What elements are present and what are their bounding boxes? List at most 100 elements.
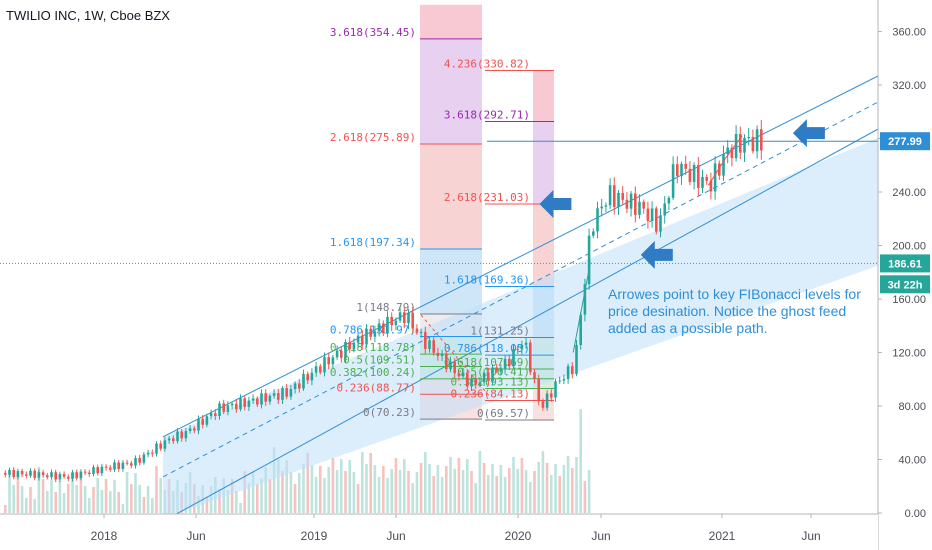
- candle-body: [466, 372, 469, 387]
- volume-bar: [96, 478, 99, 513]
- candle-body: [692, 164, 696, 182]
- candle-body: [235, 403, 238, 410]
- fib2-zone-top: [533, 70, 554, 122]
- volume-bar: [352, 472, 356, 513]
- volume-bar: [16, 474, 20, 513]
- candle-body: [331, 357, 335, 365]
- candle-body: [566, 366, 570, 380]
- arrow-shape: [640, 240, 673, 269]
- candle-body: [285, 388, 288, 397]
- fib1-level-label: 2.618(275.89): [330, 131, 416, 144]
- volume-bar: [235, 491, 238, 513]
- candle-body: [629, 193, 633, 209]
- candle-body: [277, 393, 280, 400]
- x-tick-label: 2019: [301, 529, 328, 543]
- candle-body: [33, 470, 36, 478]
- volume-bar: [293, 484, 297, 513]
- fib2-level-label: 1.618(169.36): [444, 273, 530, 286]
- candle-body: [226, 405, 230, 412]
- volume-bar: [92, 487, 95, 513]
- candle-body: [230, 403, 234, 406]
- candle-body: [755, 129, 759, 152]
- volume-bar: [516, 469, 519, 513]
- y-tick-label: 40.00: [898, 455, 926, 467]
- candle-body: [377, 323, 381, 332]
- candle-body: [92, 467, 95, 474]
- candle-body: [197, 418, 200, 431]
- candle-body: [382, 323, 385, 334]
- candle-body: [407, 312, 410, 324]
- candle-body: [730, 147, 734, 159]
- candle-body: [394, 320, 398, 326]
- candle-body: [218, 403, 221, 417]
- candle-body: [478, 382, 482, 385]
- volume-bar: [541, 451, 545, 513]
- candle-body: [646, 208, 650, 221]
- volume-bar: [155, 466, 158, 513]
- candle-body: [705, 176, 708, 181]
- y-tick-label: 120.00: [892, 348, 926, 360]
- candle-body: [587, 235, 591, 285]
- channel-lower-line: [162, 127, 881, 522]
- candle-body: [75, 472, 78, 479]
- volume-bar: [100, 490, 104, 513]
- volume-bar: [109, 491, 112, 513]
- candle-body: [600, 206, 603, 209]
- volume-bar: [562, 465, 566, 513]
- candle-body: [495, 367, 498, 372]
- volume-bar: [520, 458, 524, 513]
- candle-body: [356, 335, 360, 343]
- arrow-dotted-level: [640, 240, 673, 269]
- candle-body: [390, 316, 393, 326]
- fib2-level-label: 0.786(118.05): [444, 342, 530, 355]
- candle-body: [96, 467, 99, 474]
- fib2-level-label: 0(69.57): [477, 407, 530, 420]
- candle-body: [268, 395, 272, 402]
- candle-body: [71, 472, 74, 479]
- volume-bar: [558, 476, 561, 513]
- volume-bar: [415, 472, 419, 513]
- candle-body: [172, 438, 175, 442]
- volume-bar: [37, 467, 41, 513]
- candle-body: [41, 472, 45, 476]
- volume-bar: [230, 479, 234, 513]
- candle-body: [247, 400, 251, 407]
- candle-body: [604, 205, 608, 207]
- volume-bar: [67, 484, 70, 513]
- candle-body: [453, 361, 456, 374]
- candle-body: [613, 185, 616, 207]
- volume-bar: [482, 463, 486, 513]
- candle-body: [335, 350, 339, 358]
- candle-body: [188, 428, 192, 432]
- volume-bar: [54, 492, 57, 513]
- candle-body: [201, 418, 204, 425]
- candle-body: [529, 342, 532, 373]
- candle-body: [293, 383, 297, 390]
- volume-bar: [12, 485, 15, 513]
- volume-bar: [348, 460, 351, 513]
- volume-bar: [121, 504, 125, 513]
- candle-body: [592, 231, 595, 236]
- candle-body: [709, 180, 713, 192]
- volume-bar: [75, 485, 78, 513]
- candle-body: [205, 416, 209, 425]
- time-axis-bg: [0, 514, 878, 550]
- volume-bar: [587, 470, 591, 513]
- candle-body: [659, 215, 662, 232]
- x-tick-label: Jun: [386, 529, 405, 543]
- price-tag-label: 3d 22h: [888, 279, 923, 291]
- fib2-level-label: 4.236(330.82): [444, 58, 530, 71]
- candle-body: [726, 147, 729, 155]
- x-tick-label: 2021: [709, 529, 736, 543]
- fib1-level-label: 0.5(109.51): [343, 354, 416, 367]
- candle-body: [83, 471, 87, 473]
- volume-bar: [88, 498, 91, 513]
- arrow-shape: [792, 119, 825, 148]
- fib1-level-label: 3.618(354.45): [330, 26, 416, 39]
- candle-body: [596, 208, 599, 232]
- candle-body: [159, 443, 162, 449]
- price-tag-label: 277.99: [888, 136, 922, 148]
- volume-bar: [571, 468, 574, 513]
- candle-body: [344, 342, 347, 358]
